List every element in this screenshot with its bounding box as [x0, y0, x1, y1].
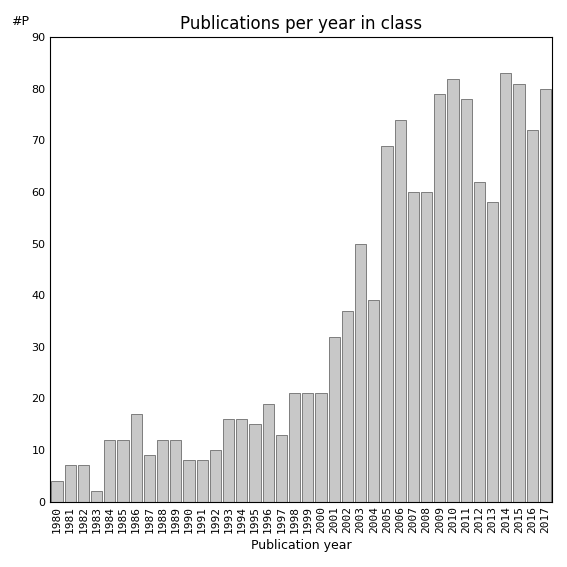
Bar: [52, 481, 62, 502]
Bar: [487, 202, 498, 502]
Bar: [130, 414, 142, 502]
Bar: [249, 424, 261, 502]
Bar: [500, 74, 511, 502]
Bar: [183, 460, 194, 502]
Bar: [513, 84, 524, 502]
Bar: [223, 419, 234, 502]
Bar: [540, 89, 551, 502]
Bar: [170, 439, 181, 502]
Bar: [91, 491, 102, 502]
Title: Publications per year in class: Publications per year in class: [180, 15, 422, 33]
Bar: [408, 192, 419, 502]
Bar: [355, 244, 366, 502]
Bar: [434, 94, 446, 502]
Bar: [421, 192, 432, 502]
Bar: [315, 393, 327, 502]
Bar: [395, 120, 406, 502]
Bar: [368, 301, 379, 502]
X-axis label: Publication year: Publication year: [251, 539, 352, 552]
Bar: [328, 337, 340, 502]
Bar: [144, 455, 155, 502]
Bar: [302, 393, 314, 502]
Bar: [117, 439, 129, 502]
Bar: [78, 466, 89, 502]
Bar: [157, 439, 168, 502]
Bar: [236, 419, 247, 502]
Bar: [210, 450, 221, 502]
Bar: [527, 130, 538, 502]
Bar: [382, 146, 392, 502]
Bar: [263, 404, 274, 502]
Bar: [104, 439, 115, 502]
Bar: [289, 393, 300, 502]
Bar: [460, 99, 472, 502]
Bar: [197, 460, 208, 502]
Bar: [342, 311, 353, 502]
Bar: [447, 79, 459, 502]
Bar: [65, 466, 76, 502]
Y-axis label: #P: #P: [11, 15, 29, 28]
Bar: [276, 434, 287, 502]
Bar: [474, 182, 485, 502]
